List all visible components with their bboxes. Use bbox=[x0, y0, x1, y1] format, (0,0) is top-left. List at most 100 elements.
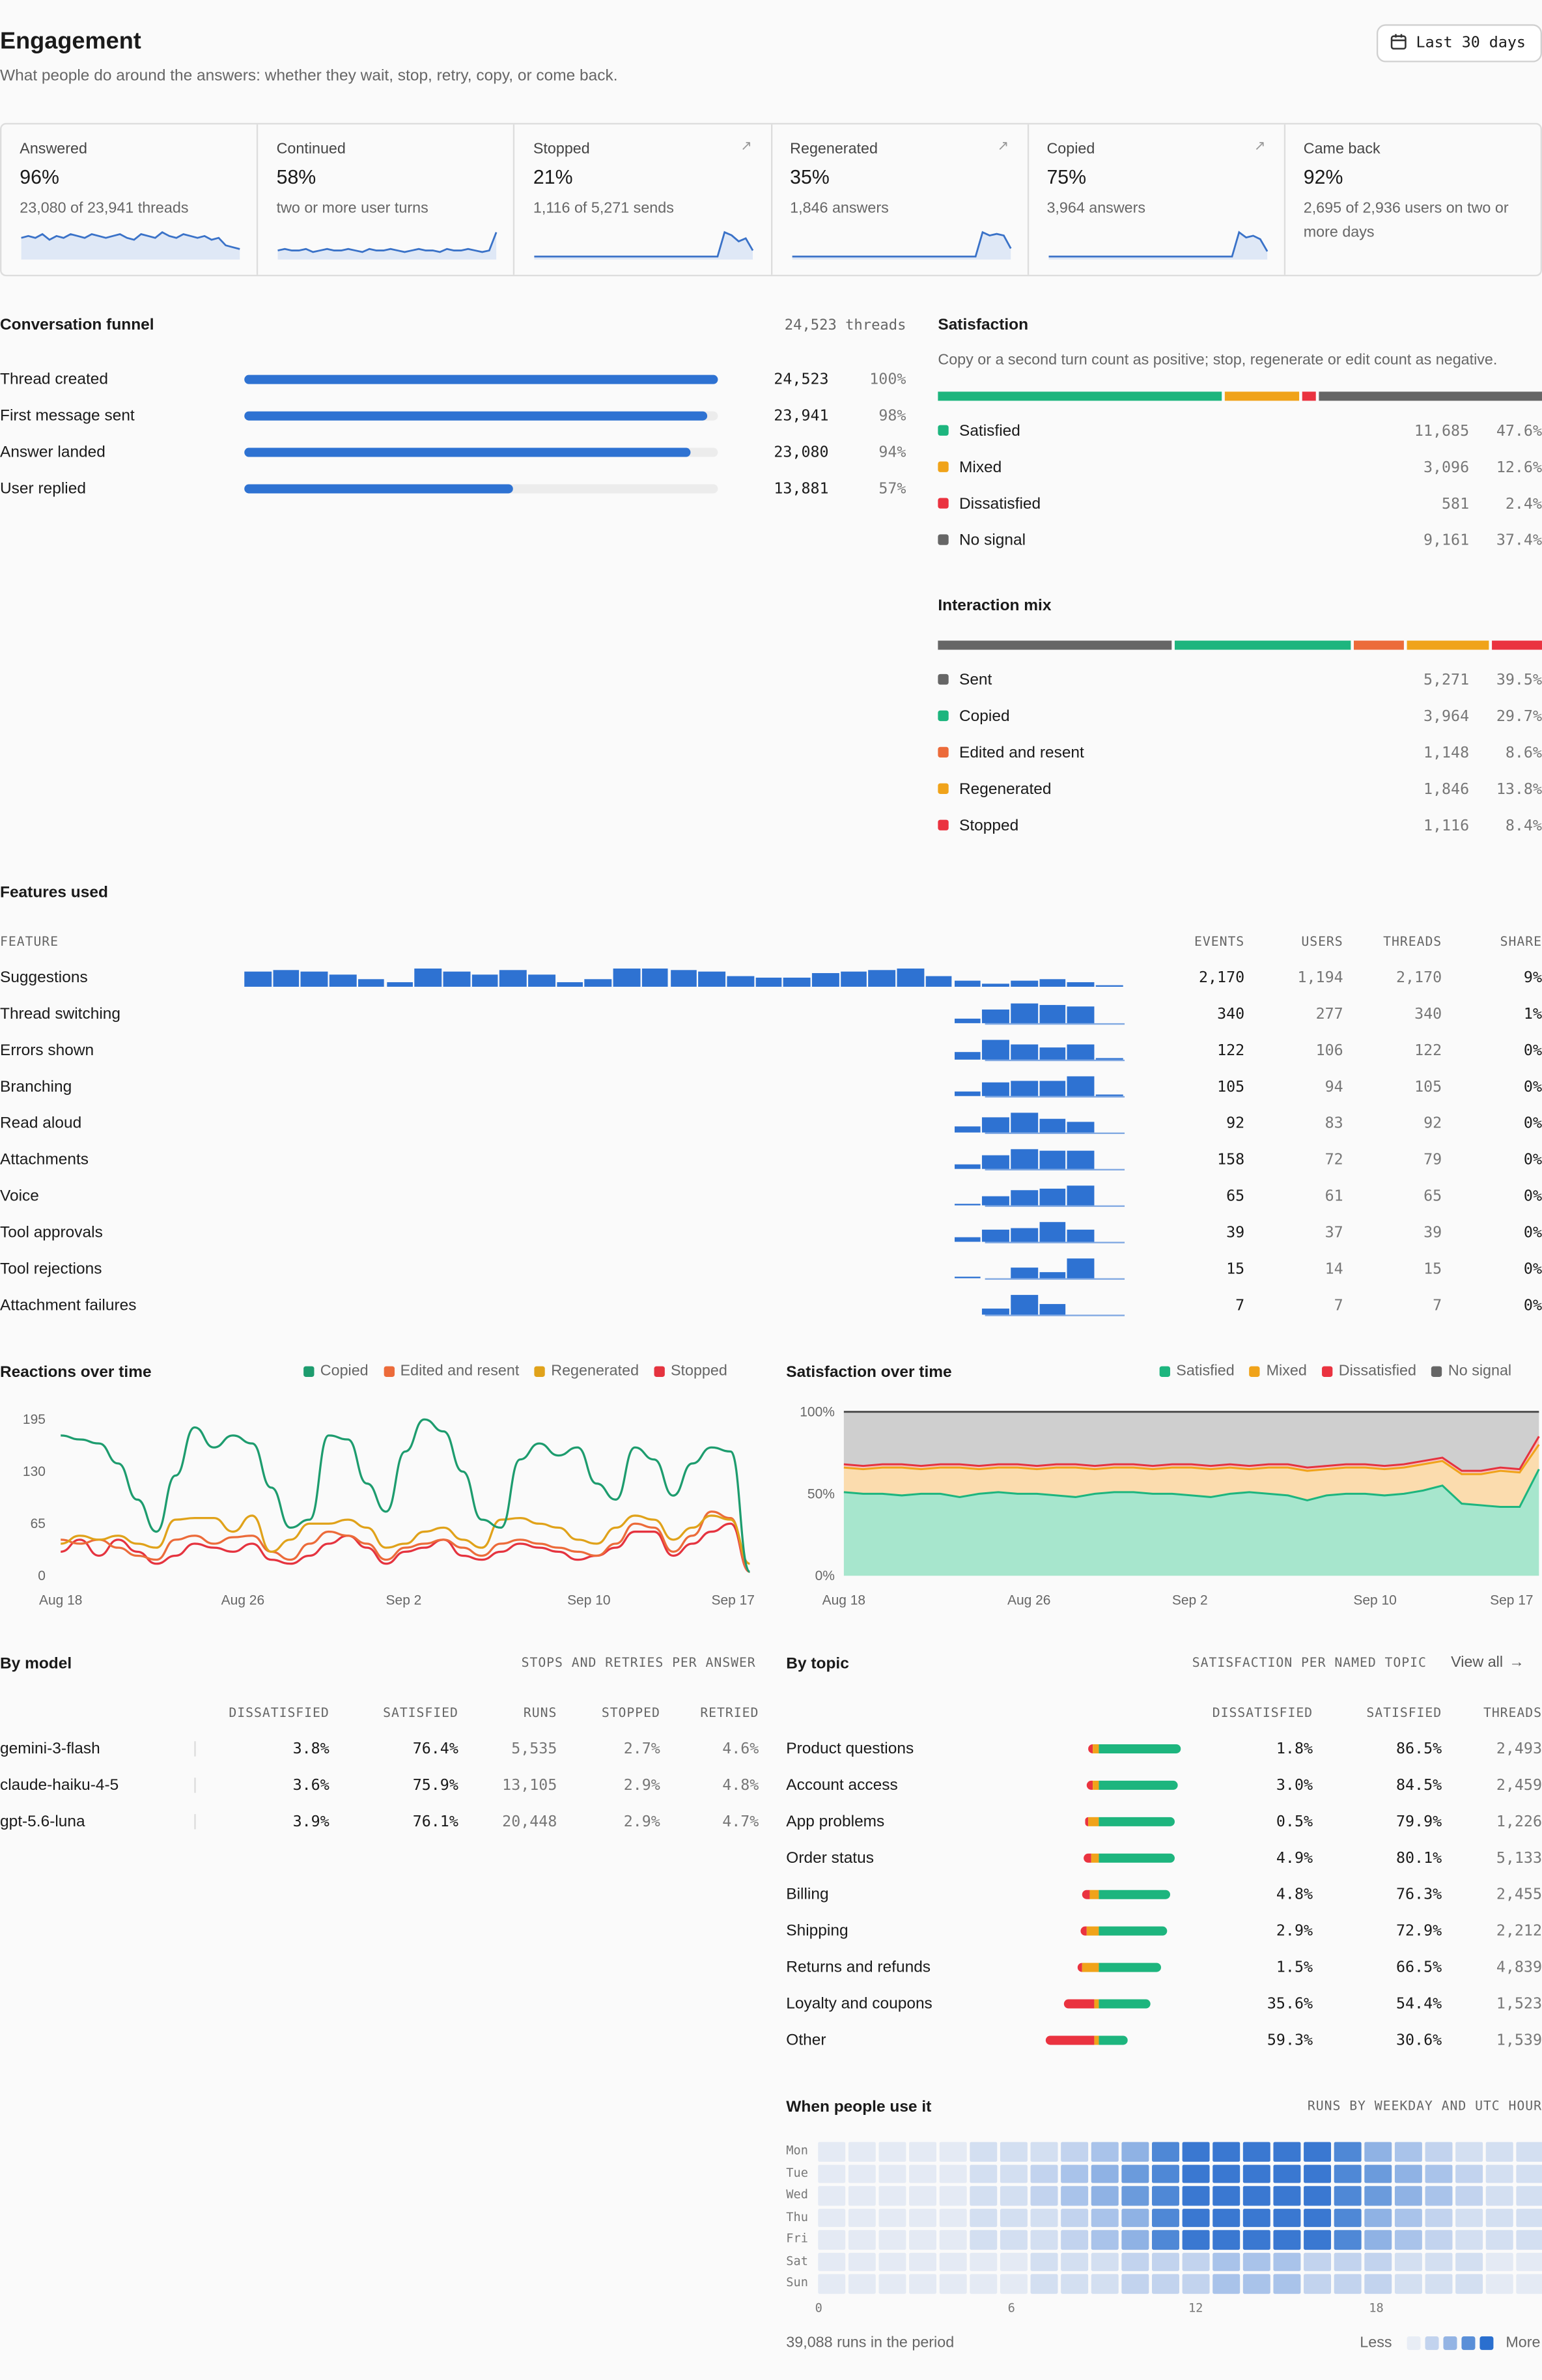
heatmap-cell bbox=[1304, 2230, 1332, 2249]
feature-baseline bbox=[985, 1314, 1125, 1316]
heatmap-cell bbox=[878, 2230, 906, 2249]
heatmap-cell bbox=[1242, 2274, 1270, 2293]
feature-share: 0% bbox=[1523, 1297, 1542, 1314]
heatmap-cell bbox=[1061, 2274, 1089, 2293]
topic-bar-dissatisfied bbox=[1081, 1926, 1087, 1936]
model-col-header: RUNS bbox=[523, 1706, 557, 1722]
heatmap-cell bbox=[1425, 2252, 1453, 2271]
stack-segment bbox=[938, 391, 1222, 401]
topic-dissatisfied: 1.5% bbox=[1276, 1959, 1313, 1976]
legend-pct: 13.8% bbox=[1496, 781, 1542, 798]
view-all-label: View all bbox=[1451, 1654, 1504, 1672]
feature-bar bbox=[953, 980, 981, 987]
heatmap-cell bbox=[1273, 2274, 1301, 2293]
legend-pct: 47.6% bbox=[1496, 423, 1542, 440]
heatmap-cell bbox=[818, 2208, 846, 2228]
heatmap-cell bbox=[848, 2230, 876, 2249]
heatmap-cell bbox=[1273, 2208, 1301, 2228]
date-range-button[interactable]: Last 30 days bbox=[1376, 24, 1542, 63]
feature-bar bbox=[953, 1163, 981, 1169]
legend-count: 11,685 bbox=[1414, 423, 1470, 440]
topic-row[interactable]: Other 59.3% 30.6% 1,539 bbox=[786, 2030, 1542, 2051]
heatmap-cell bbox=[1273, 2142, 1301, 2161]
feature-label: Errors shown bbox=[0, 1041, 94, 1060]
feature-bar bbox=[982, 1230, 1009, 1242]
topic-satisfied: 76.3% bbox=[1395, 1886, 1442, 1903]
heatmap-less-label: Less bbox=[1360, 2334, 1392, 2352]
stack-segment bbox=[1353, 640, 1405, 650]
topic-row[interactable]: Order status 4.9% 80.1% 5,133 bbox=[786, 1847, 1542, 1869]
legend-swatch bbox=[938, 498, 949, 509]
legend-row: Sent 5,271 39.5% bbox=[938, 670, 1542, 691]
feature-users: 1,194 bbox=[1297, 969, 1343, 986]
legend-label: Copied bbox=[959, 707, 1010, 726]
sparkline-area bbox=[21, 232, 240, 260]
funnel-row: First message sent 23,941 98% bbox=[0, 405, 910, 427]
feature-bar bbox=[1039, 1188, 1066, 1206]
view-all-link[interactable]: View all → bbox=[1451, 1654, 1524, 1671]
heatmap-cell bbox=[1394, 2274, 1422, 2293]
heatmap-cell bbox=[1182, 2252, 1210, 2271]
heatmap-cell bbox=[1304, 2252, 1332, 2271]
model-name: gemini-3-flash bbox=[0, 1739, 100, 1758]
x-tick-label: Sep 2 bbox=[386, 1593, 422, 1608]
heatmap-cell bbox=[878, 2142, 906, 2161]
kpi-card[interactable]: Regenerated 35% 1,846 answers ↗ bbox=[772, 124, 1029, 275]
topic-threads: 2,455 bbox=[1496, 1886, 1542, 1903]
feature-threads: 122 bbox=[1414, 1042, 1442, 1059]
heatmap-cell bbox=[1213, 2164, 1241, 2183]
feature-bar bbox=[698, 970, 725, 987]
heatmap-cell bbox=[1485, 2230, 1513, 2249]
heatmap-cell bbox=[1121, 2252, 1149, 2271]
kpi-sparkline bbox=[1048, 231, 1268, 260]
feature-bar bbox=[414, 969, 442, 987]
heatmap-cell bbox=[1061, 2142, 1089, 2161]
feature-label: Branching bbox=[0, 1077, 72, 1096]
topic-bar-dissatisfied bbox=[1084, 1853, 1091, 1863]
topic-row[interactable]: App problems 0.5% 79.9% 1,226 bbox=[786, 1811, 1542, 1833]
feature-threads: 340 bbox=[1414, 1006, 1442, 1023]
legend-label: Dissatisfied bbox=[959, 494, 1041, 513]
chart-legend-item: Dissatisfied bbox=[1322, 1363, 1416, 1380]
heatmap-cell bbox=[1000, 2208, 1028, 2228]
feature-bar bbox=[811, 972, 839, 987]
sparkline-line bbox=[21, 231, 240, 250]
heatmap-cell bbox=[1516, 2208, 1542, 2228]
feature-events: 2,170 bbox=[1198, 969, 1245, 986]
heatmap-cell bbox=[1152, 2186, 1179, 2205]
heatmap-cell bbox=[848, 2252, 876, 2271]
model-runs: 13,105 bbox=[502, 1777, 557, 1794]
topic-dissatisfied: 4.8% bbox=[1276, 1886, 1313, 1903]
kpi-card[interactable]: Copied 75% 3,964 answers ↗ bbox=[1028, 124, 1285, 275]
topic-name: Loyalty and coupons bbox=[786, 1994, 932, 2013]
topic-row[interactable]: Billing 4.8% 76.3% 2,455 bbox=[786, 1884, 1542, 1905]
heatmap-cell bbox=[1304, 2142, 1332, 2161]
topic-row[interactable]: Loyalty and coupons 35.6% 54.4% 1,523 bbox=[786, 1993, 1542, 2015]
funnel-track bbox=[244, 447, 718, 457]
heatmap-day-label: Sat bbox=[786, 2253, 808, 2267]
kpi-value: 21% bbox=[533, 165, 573, 189]
feature-bar bbox=[471, 974, 499, 987]
model-runs: 20,448 bbox=[502, 1813, 557, 1830]
topic-bar-dissatisfied bbox=[1082, 1890, 1089, 1899]
feature-users: 14 bbox=[1325, 1260, 1343, 1278]
heatmap-cell bbox=[1030, 2208, 1058, 2228]
topic-row[interactable]: Product questions 1.8% 86.5% 2,493 bbox=[786, 1738, 1542, 1760]
page-subtitle: What people do around the answers: wheth… bbox=[0, 66, 618, 85]
kpi-card[interactable]: Stopped 21% 1,116 of 5,271 sends ↗ bbox=[515, 124, 772, 275]
heatmap-cell bbox=[1121, 2230, 1149, 2249]
feature-events: 340 bbox=[1217, 1006, 1245, 1023]
feature-bar bbox=[1067, 1006, 1095, 1023]
heatmap-hour-label: 18 bbox=[1369, 2301, 1384, 2316]
legend-label: Mixed bbox=[1266, 1363, 1307, 1380]
heatmap-cell bbox=[1213, 2230, 1241, 2249]
topic-col-header: SATISFIED bbox=[1366, 1706, 1442, 1722]
legend-row: Edited and resent 1,148 8.6% bbox=[938, 743, 1542, 764]
topic-row[interactable]: Account access 3.0% 84.5% 2,459 bbox=[786, 1775, 1542, 1796]
date-range-label: Last 30 days bbox=[1416, 35, 1526, 52]
topic-row[interactable]: Shipping 2.9% 72.9% 2,212 bbox=[786, 1920, 1542, 1942]
feature-share: 0% bbox=[1523, 1078, 1542, 1096]
topic-row[interactable]: Returns and refunds 1.5% 66.5% 4,839 bbox=[786, 1957, 1542, 1978]
heatmap-hour-label: 12 bbox=[1188, 2301, 1203, 2316]
feature-baseline bbox=[985, 1205, 1125, 1207]
